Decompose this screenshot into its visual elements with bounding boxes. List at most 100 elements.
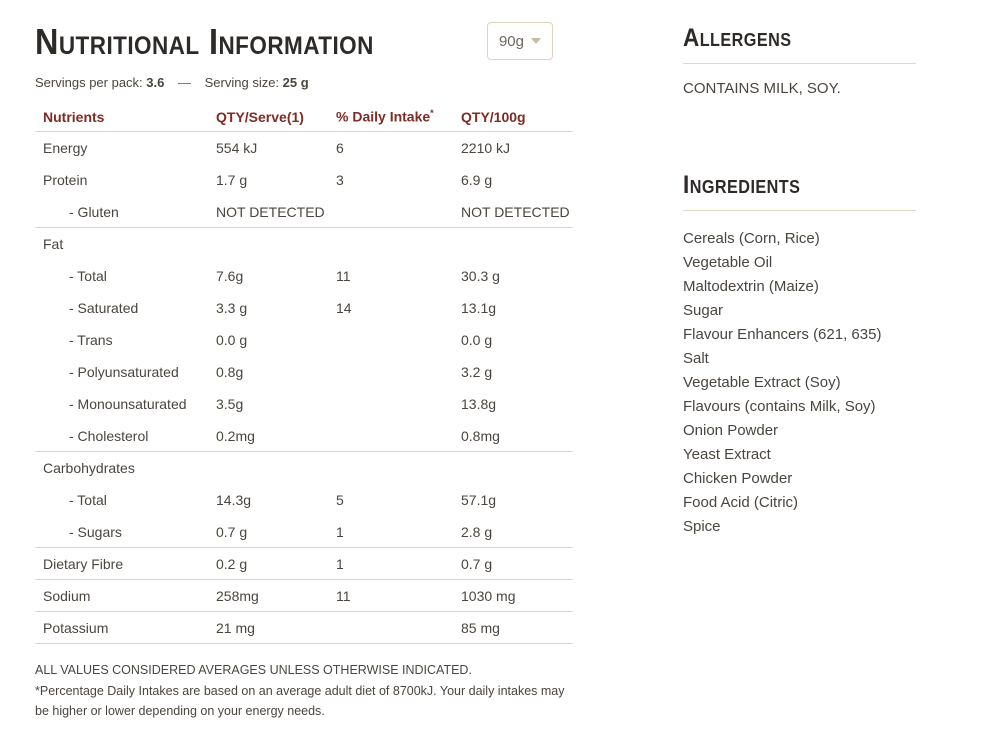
nutrient-row: Protein 1.7 g 3 6.9 g — [35, 164, 573, 196]
nutrient-name: Energy — [43, 140, 88, 156]
qty-per-100g-value: 0.8mg — [461, 427, 500, 444]
ingredient-item: Yeast Extract — [683, 446, 771, 463]
qty-per-100g-value: 13.8g — [461, 396, 497, 412]
allergens-title: Allergens — [683, 24, 792, 52]
column-header: QTY/Serve(1) — [216, 108, 304, 125]
footnote-averages: ALL VALUES CONSIDERED AVERAGES UNLESS OT… — [35, 663, 472, 677]
ingredients-list: Cereals (Corn, Rice) Vegetable Oil Maltode… — [683, 227, 916, 539]
nutrient-row: - Gluten NOT DETECTED NOT DETECTED — [35, 196, 573, 228]
daily-intake-value: 6 — [336, 140, 344, 156]
serving-size-dropdown-value: 90g — [498, 32, 524, 50]
qty-per-100g-value: 0.7 g — [461, 555, 493, 572]
qty-per-serve-value: 1.7 g — [216, 172, 248, 188]
ingredient-item: Spice — [683, 518, 721, 535]
nutrition-header: Nutritional Information 90g — [35, 20, 573, 64]
qty-per-serve-value: 0.8g — [216, 364, 244, 380]
nutrient-row: Carbohydrates — [35, 452, 573, 484]
nutrient-row: - Cholesterol 0.2mg 0.8mg — [35, 420, 573, 452]
ingredient-item: Onion Powder — [683, 422, 779, 439]
nutrient-name: - Total — [69, 268, 107, 284]
qty-per-100g-value: 3.2 g — [461, 364, 493, 380]
qty-per-serve-value: 0.7 g — [216, 523, 248, 540]
servings-per-pack-label: Servings per pack: — [35, 75, 143, 90]
ingredient-item: Salt — [683, 350, 709, 367]
nutrient-name: - Sugars — [69, 523, 122, 540]
qty-per-100g-value: 6.9 g — [461, 172, 493, 188]
nutrient-name: Protein — [43, 172, 88, 188]
table-footnotes: ALL VALUES CONSIDERED AVERAGES UNLESS OT… — [35, 660, 575, 722]
qty-per-serve-value: 258mg — [216, 587, 259, 604]
ingredient-item: Flavour Enhancers (621, 635) — [683, 326, 882, 343]
servings-summary: Servings per pack: 3.6 — Serving size: 2… — [35, 75, 573, 90]
nutrient-name: - Gluten — [69, 203, 119, 220]
qty-per-serve-value: 14.3g — [216, 492, 252, 508]
nutrient-row: - Total 14.3g 5 57.1g — [35, 484, 573, 516]
nutrient-row: - Total 7.6g 11 30.3 g — [35, 260, 573, 292]
ingredients-title: Ingredients — [683, 171, 801, 199]
nutrient-name: Sodium — [43, 587, 91, 604]
table-header-row: Nutrients QTY/Serve(1) % Daily Intake* QTY/… — [35, 102, 573, 132]
footnote-daily-intake: *Percentage Daily Intakes are based on a… — [35, 683, 565, 719]
qty-per-100g-value: 2210 kJ — [461, 140, 511, 156]
daily-intake-value: 1 — [336, 555, 344, 572]
nutrient-name: Potassium — [43, 619, 109, 636]
side-panel: Allergens CONTAINS MILK, SOY. Ingredient… — [683, 22, 916, 539]
nutrient-row: - Saturated 3.3 g 14 13.1g — [35, 292, 573, 324]
ingredient-item: Maltodextrin (Maize) — [683, 278, 819, 295]
serving-size-dropdown[interactable]: 90g — [486, 22, 553, 60]
qty-per-serve-value: 21 mg — [216, 619, 255, 636]
daily-intake-value: 14 — [336, 300, 352, 316]
nutrient-name: Dietary Fibre — [43, 555, 124, 572]
ingredient-item: Vegetable Oil — [683, 254, 773, 271]
qty-per-serve-value: 0.2 g — [216, 555, 248, 572]
qty-per-100g-value: NOT DETECTED — [461, 203, 570, 220]
allergens-divider — [683, 63, 916, 64]
nutrient-name: - Polyunsaturated — [69, 364, 179, 380]
qty-per-100g-value: 30.3 g — [461, 268, 500, 284]
ingredient-item: Sugar — [683, 302, 724, 319]
nutrient-row: Fat — [35, 228, 573, 260]
ingredient-item: Vegetable Extract (Soy) — [683, 374, 841, 391]
qty-per-serve-value: 7.6g — [216, 268, 244, 284]
column-header: Nutrients — [43, 108, 105, 125]
nutrient-name: - Total — [69, 492, 107, 508]
ingredients-divider — [683, 210, 916, 211]
ingredient-item: Chicken Powder — [683, 470, 793, 487]
qty-per-serve-value: 0.2mg — [216, 427, 255, 444]
nutrient-row: - Monounsaturated 3.5g 13.8g — [35, 388, 573, 420]
daily-intake-value: 11 — [336, 268, 351, 284]
nutrition-table: Nutrients QTY/Serve(1) % Daily Intake* QTY/… — [35, 102, 573, 644]
nutrient-name: Carbohydrates — [43, 460, 135, 476]
nutrient-row: - Trans 0.0 g 0.0 g — [35, 324, 573, 356]
daily-intake-value: 5 — [336, 492, 344, 508]
nutrient-name: - Cholesterol — [69, 427, 149, 444]
servings-per-pack-value: 3.6 — [146, 75, 165, 90]
daily-intake-value: 11 — [336, 587, 351, 604]
nutrient-name: - Saturated — [69, 300, 139, 316]
nutrition-panel: Nutritional Information 90g Servings per… — [35, 20, 573, 722]
qty-per-100g-value: 1030 mg — [461, 587, 516, 604]
column-header: % Daily Intake* — [336, 108, 434, 125]
servings-separator: — — [178, 75, 191, 90]
serving-size-label: Serving size: — [204, 75, 280, 90]
nutrient-name: Fat — [43, 236, 64, 252]
daily-intake-value: 1 — [336, 523, 344, 540]
page-title: Nutritional Information — [35, 21, 374, 62]
nutrient-name: - Trans — [69, 332, 113, 348]
column-header: QTY/100g — [461, 108, 526, 125]
nutrient-row: Energy 554 kJ 6 2210 kJ — [35, 132, 573, 164]
nutrient-row: - Polyunsaturated 0.8g 3.2 g — [35, 356, 573, 388]
nutrient-row: Potassium 21 mg 85 mg — [35, 612, 573, 644]
nutrient-name: - Monounsaturated — [69, 396, 187, 412]
serving-size-value: 25 g — [282, 75, 309, 90]
qty-per-100g-value: 85 mg — [461, 619, 500, 636]
qty-per-serve-value: 554 kJ — [216, 140, 258, 156]
qty-per-serve-value: 0.0 g — [216, 332, 248, 348]
qty-per-100g-value: 2.8 g — [461, 523, 493, 540]
qty-per-100g-value: 0.0 g — [461, 332, 493, 348]
chevron-down-icon — [531, 38, 541, 44]
qty-per-serve-value: 3.5g — [216, 396, 244, 412]
ingredient-item: Food Acid (Citric) — [683, 494, 799, 511]
allergens-text: CONTAINS MILK, SOY. — [683, 80, 841, 97]
nutrient-row: Dietary Fibre 0.2 g 1 0.7 g — [35, 548, 573, 580]
